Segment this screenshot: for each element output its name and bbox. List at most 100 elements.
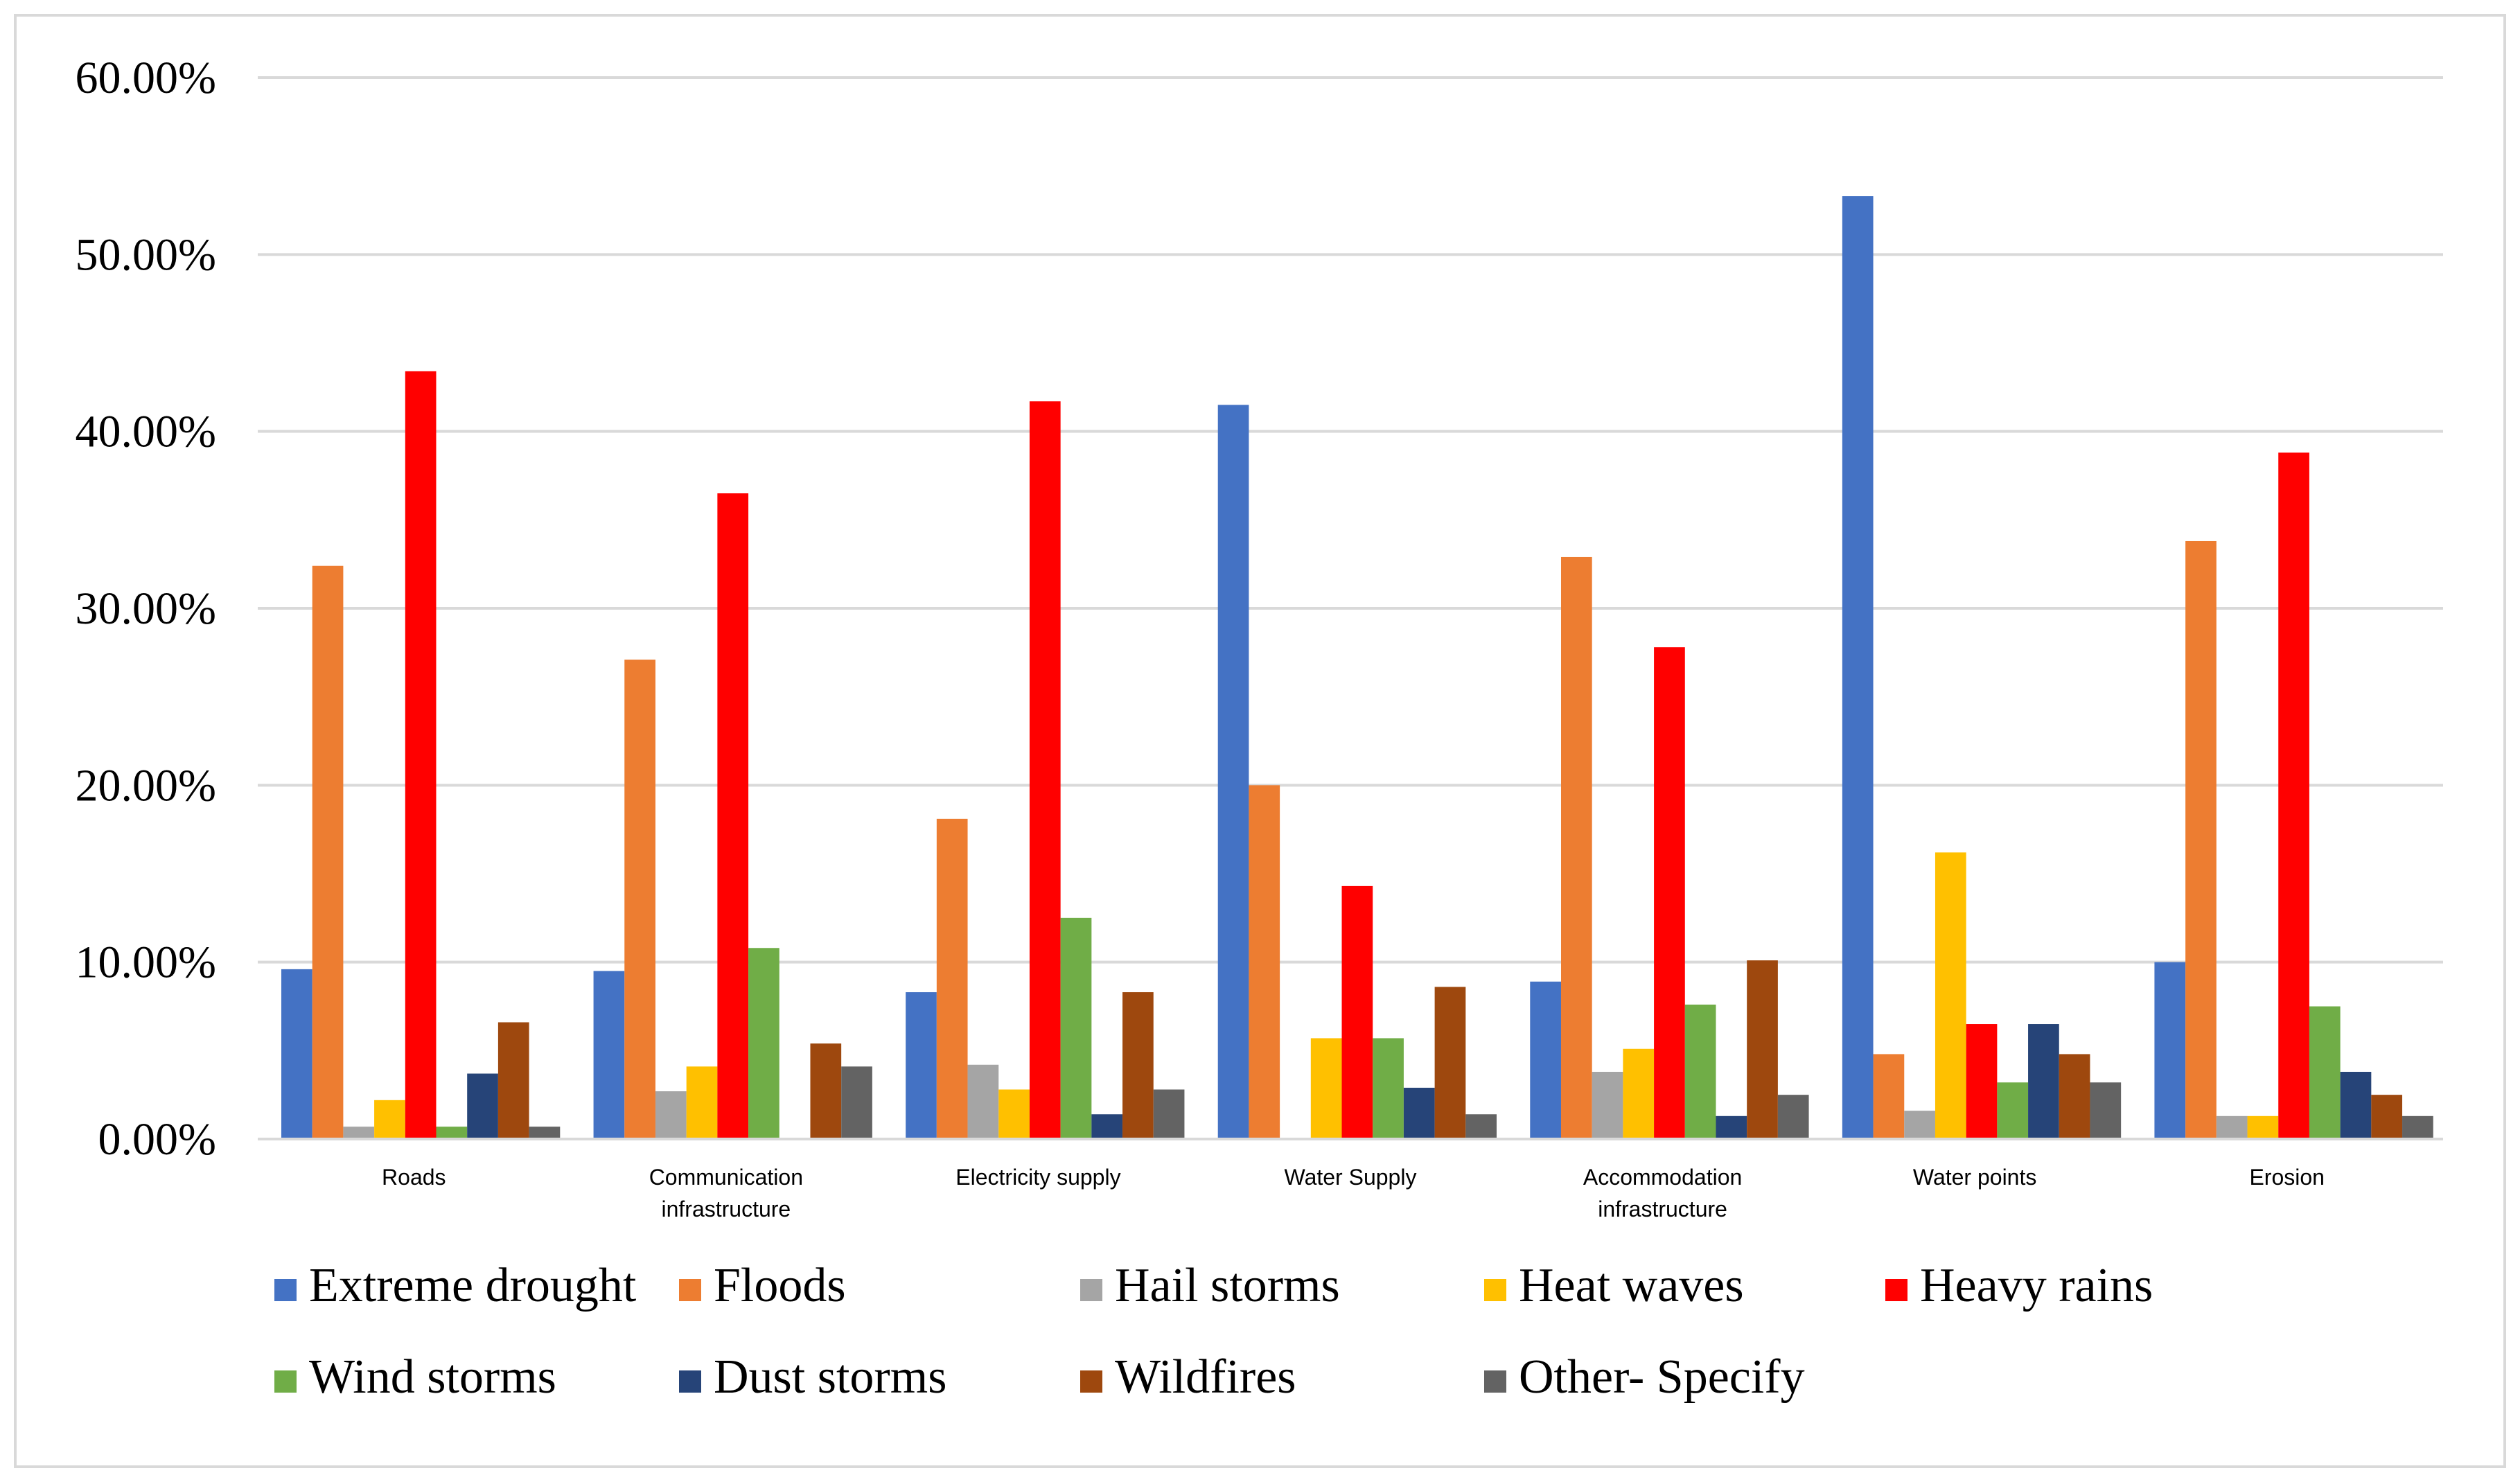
x-tick-label: Erosion bbox=[2249, 1165, 2325, 1190]
legend-label: Wildfires bbox=[1115, 1350, 1296, 1404]
bar-dust-storms-5 bbox=[2028, 1024, 2059, 1139]
bar-wind-storms-1 bbox=[748, 948, 779, 1139]
bar-wildfires-2 bbox=[1122, 992, 1154, 1139]
bar-heavy-rains-1 bbox=[717, 493, 749, 1139]
legend-label: Other- Specify bbox=[1519, 1350, 1805, 1404]
y-tick-label: 40.00% bbox=[76, 407, 216, 457]
bar-dust-storms-6 bbox=[2340, 1071, 2372, 1139]
legend-item-heat-waves: Heat waves bbox=[1484, 1259, 1744, 1312]
bar-heavy-rains-3 bbox=[1341, 885, 1373, 1139]
legend: Extreme drought Floods Hail storms Heat wav… bbox=[274, 1259, 2153, 1404]
y-tick-label: 60.00% bbox=[76, 53, 216, 103]
bar-extreme-drought-0 bbox=[281, 969, 312, 1139]
bar-extreme-drought-2 bbox=[906, 992, 937, 1139]
bar-other-specify-2 bbox=[1153, 1089, 1185, 1139]
legend-swatch bbox=[1080, 1279, 1102, 1301]
x-tick-label: Accommodation infrastructure bbox=[1583, 1165, 1742, 1221]
bar-wildfires-6 bbox=[2371, 1095, 2403, 1139]
x-axis: Roads Communication infrastructure Electric… bbox=[258, 1138, 2443, 1221]
bar-floods-6 bbox=[2185, 540, 2217, 1139]
bar-hail-storms-2 bbox=[967, 1064, 999, 1139]
bar-floods-0 bbox=[312, 565, 344, 1139]
gridlines bbox=[258, 76, 2443, 1140]
legend-label: Extreme drought bbox=[309, 1259, 637, 1312]
bar-wind-storms-3 bbox=[1373, 1038, 1404, 1139]
legend-item-wildfires: Wildfires bbox=[1080, 1350, 1296, 1404]
bar-heavy-rains-4 bbox=[1654, 647, 1685, 1139]
bar-heat-waves-3 bbox=[1310, 1038, 1342, 1139]
bar-heat-waves-1 bbox=[686, 1066, 718, 1139]
y-tick-label: 30.00% bbox=[76, 583, 216, 634]
bar-hail-storms-5 bbox=[1904, 1111, 1935, 1139]
bar-floods-3 bbox=[1249, 785, 1280, 1139]
legend-swatch bbox=[1885, 1279, 1907, 1301]
legend-item-hail-storms: Hail storms bbox=[1080, 1259, 1340, 1312]
chart-frame: 0.00% 10.00% 20.00% 30.00% 40.00% 50.00% 60.00… bbox=[14, 14, 2506, 1468]
bar-other-specify-4 bbox=[1777, 1095, 1809, 1139]
bar-other-specify-5 bbox=[2090, 1082, 2122, 1139]
bar-extreme-drought-3 bbox=[1217, 405, 1249, 1139]
x-tick-label: Communication infrastructure bbox=[649, 1165, 803, 1221]
bar-heavy-rains-0 bbox=[405, 371, 437, 1140]
legend-label: Wind storms bbox=[309, 1350, 556, 1404]
bar-wind-storms-0 bbox=[436, 1127, 468, 1139]
bar-wildfires-3 bbox=[1434, 987, 1466, 1139]
bar-extreme-drought-5 bbox=[1842, 196, 1874, 1139]
bar-heat-waves-2 bbox=[998, 1089, 1030, 1139]
legend-item-floods: Floods bbox=[679, 1259, 846, 1312]
x-tick-label: Electricity supply bbox=[955, 1165, 1120, 1190]
bar-wind-storms-6 bbox=[2309, 1006, 2341, 1139]
legend-label: Floods bbox=[714, 1259, 846, 1312]
legend-label: Heat waves bbox=[1519, 1259, 1744, 1312]
y-axis: 0.00% 10.00% 20.00% 30.00% 40.00% 50.00% 60.00… bbox=[76, 53, 216, 1165]
x-tick-label: Water points bbox=[1913, 1165, 2036, 1190]
legend-item-extreme-drought: Extreme drought bbox=[274, 1259, 637, 1312]
bars bbox=[281, 196, 2433, 1140]
bar-floods-5 bbox=[1873, 1054, 1905, 1139]
bar-heat-waves-6 bbox=[2247, 1115, 2279, 1139]
bar-wind-storms-4 bbox=[1684, 1004, 1716, 1139]
bar-floods-1 bbox=[624, 660, 655, 1139]
legend-item-other-specify: Other- Specify bbox=[1484, 1350, 1805, 1404]
bar-hail-storms-4 bbox=[1592, 1071, 1623, 1139]
legend-swatch bbox=[1484, 1370, 1506, 1393]
bar-chart: 0.00% 10.00% 20.00% 30.00% 40.00% 50.00% 60.00… bbox=[76, 53, 2443, 1404]
legend-label: Heavy rains bbox=[1920, 1259, 2153, 1312]
bar-heavy-rains-6 bbox=[2278, 452, 2309, 1139]
legend-swatch bbox=[679, 1279, 701, 1301]
bar-heavy-rains-5 bbox=[1966, 1024, 1998, 1139]
bar-heat-waves-5 bbox=[1935, 852, 1966, 1139]
bar-hail-storms-1 bbox=[655, 1091, 687, 1139]
bar-wildfires-1 bbox=[810, 1043, 842, 1139]
legend-item-dust-storms: Dust storms bbox=[679, 1350, 946, 1404]
bar-other-specify-3 bbox=[1465, 1114, 1497, 1139]
bar-dust-storms-2 bbox=[1091, 1114, 1123, 1139]
legend-item-wind-storms: Wind storms bbox=[274, 1350, 556, 1404]
legend-swatch bbox=[274, 1279, 297, 1301]
legend-swatch bbox=[1484, 1279, 1506, 1301]
bar-wildfires-4 bbox=[1747, 960, 1778, 1139]
bar-extreme-drought-4 bbox=[1530, 981, 1561, 1139]
bar-other-specify-1 bbox=[841, 1066, 872, 1139]
bar-wind-storms-2 bbox=[1060, 917, 1092, 1139]
bar-wildfires-0 bbox=[497, 1022, 529, 1139]
bar-heat-waves-4 bbox=[1623, 1048, 1655, 1139]
bar-floods-4 bbox=[1560, 556, 1592, 1139]
x-tick-label: Roads bbox=[382, 1165, 446, 1190]
legend-swatch bbox=[679, 1370, 701, 1393]
legend-label: Dust storms bbox=[714, 1350, 946, 1404]
bar-heat-waves-0 bbox=[374, 1100, 405, 1139]
bar-dust-storms-4 bbox=[1716, 1115, 1747, 1139]
bar-extreme-drought-1 bbox=[593, 971, 625, 1139]
bar-wildfires-5 bbox=[2059, 1054, 2090, 1139]
bar-dust-storms-3 bbox=[1403, 1087, 1435, 1139]
bar-extreme-drought-6 bbox=[2154, 962, 2186, 1139]
y-tick-label: 10.00% bbox=[76, 937, 216, 988]
y-tick-label: 0.00% bbox=[98, 1114, 216, 1165]
bar-wind-storms-5 bbox=[1997, 1082, 2029, 1139]
legend-item-heavy-rains: Heavy rains bbox=[1885, 1259, 2153, 1312]
bar-hail-storms-6 bbox=[2216, 1115, 2248, 1139]
bar-heavy-rains-2 bbox=[1029, 401, 1061, 1139]
legend-label: Hail storms bbox=[1115, 1259, 1340, 1312]
x-tick-label: Water Supply bbox=[1285, 1165, 1417, 1190]
